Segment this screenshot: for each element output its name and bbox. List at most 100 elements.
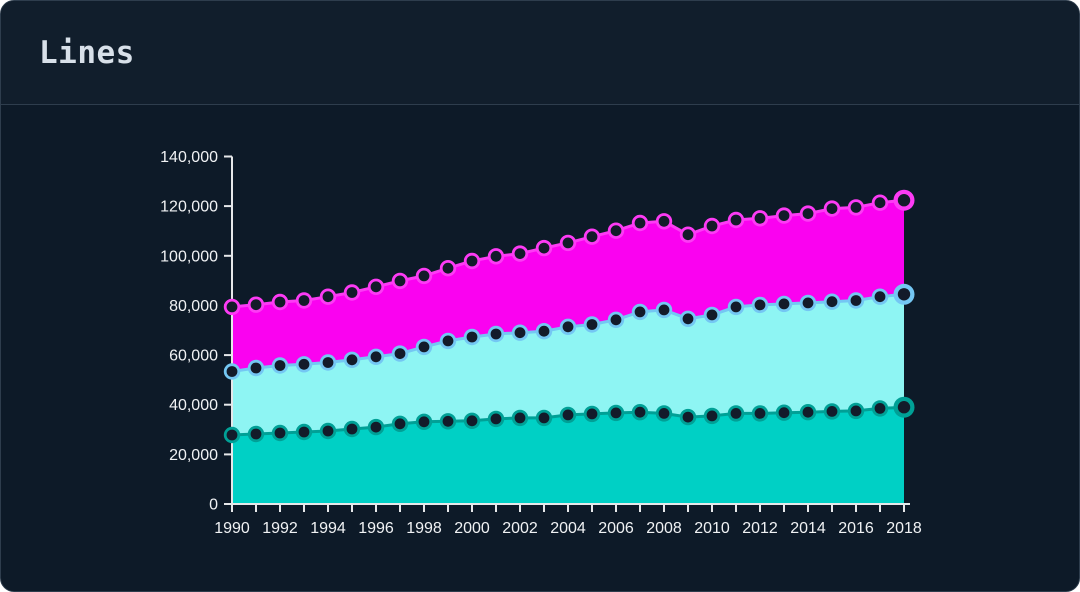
data-point-center [706,410,718,422]
data-point-center [298,358,310,370]
data-point-center [346,354,358,366]
data-point-center [250,362,262,374]
data-point-center [490,250,502,262]
data-point-center [850,295,862,306]
data-point-center [274,427,286,439]
y-tick-label: 100,000 [160,248,218,265]
data-point-center [802,297,814,309]
data-point-center [586,319,598,330]
data-point-center [514,248,526,259]
data-point-center [466,255,478,267]
data-point-center [682,229,694,241]
data-point-center [730,408,742,419]
data-point-center [874,403,886,414]
data-point-center [514,412,526,424]
data-point-center [322,357,334,368]
data-point-center [466,415,478,427]
data-point-center [346,287,358,298]
data-point-center [754,299,766,311]
data-point-center [850,202,862,213]
y-tick-label: 0 [209,497,218,514]
data-point-center [730,214,742,226]
data-point-center [562,409,574,421]
data-point-center [610,225,622,237]
data-point-center [490,328,502,340]
x-tick-label: 2016 [838,520,874,537]
data-point-center [586,408,598,420]
data-point-center [610,314,622,326]
data-point-center [394,348,406,359]
data-point-center [346,423,358,435]
x-tick-label: 2010 [694,520,730,537]
data-point-center [610,407,622,419]
y-tick-label: 60,000 [169,348,218,365]
x-tick-label: 2018 [886,520,922,537]
x-tick-label: 1990 [214,520,250,537]
data-point-center [394,418,406,430]
x-tick-label: 1998 [406,520,442,537]
data-point-center [897,194,911,207]
y-tick-label: 20,000 [169,447,218,464]
data-point-center [226,366,238,377]
data-point-center [826,296,838,308]
data-point-center [897,288,911,301]
x-tick-label: 2014 [790,520,826,537]
data-point-center [634,406,646,418]
data-point-center [370,421,382,433]
axis-labels: 0 20,000 40,000 60,000 80,000 100,000 120,000 1… [160,149,922,537]
data-point-center [706,309,718,321]
y-tick-label: 80,000 [169,298,218,315]
data-point-center [897,401,911,414]
data-point-center [442,335,454,347]
data-point-center [442,262,454,274]
data-point-center [250,428,262,440]
data-point-center [778,210,790,222]
data-point-center [658,304,670,316]
data-point-center [490,413,502,425]
data-point-center [658,408,670,419]
data-point-center [298,295,310,306]
data-point-center [682,411,694,423]
data-point-center [226,301,238,313]
data-point-center [418,416,430,428]
data-point-center [418,270,430,282]
x-tick-label: 2002 [502,520,538,537]
y-tick-label: 140,000 [160,149,218,166]
x-tick-label: 1994 [310,520,346,537]
data-point-center [442,415,454,427]
x-tick-label: 2006 [598,520,634,537]
data-point-center [682,313,694,325]
data-point-center [634,217,646,229]
data-point-center [730,301,742,313]
x-tick-label: 2000 [454,520,490,537]
points-middle-cyan [223,283,915,380]
data-point-center [538,325,550,337]
data-point-center [634,306,646,318]
data-point-center [562,321,574,333]
data-point-center [826,406,838,417]
data-point-center [754,408,766,419]
data-point-center [538,412,550,424]
data-point-center [778,298,790,310]
y-tick-label: 120,000 [160,199,218,216]
x-tick-label: 1992 [262,520,298,537]
data-point-center [418,341,430,353]
points-bottom-teal [223,396,915,444]
data-point-center [274,296,286,308]
data-point-center [466,331,478,343]
y-tick-label: 40,000 [169,397,218,414]
data-point-center [538,242,550,254]
x-tick-label: 1996 [358,520,394,537]
data-point-center [754,212,766,224]
data-point-center [274,360,286,371]
data-point-center [706,220,718,232]
data-point-center [250,299,262,311]
page-title: Lines [39,34,135,71]
data-point-center [778,407,790,419]
data-point-center [850,405,862,417]
data-point-center [826,203,838,215]
x-tick-label: 2012 [742,520,778,537]
card-header: Lines [1,1,1079,105]
